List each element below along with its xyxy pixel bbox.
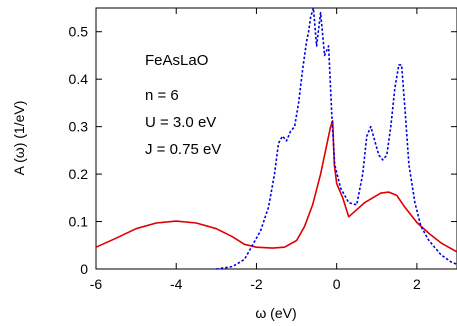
x-tick-label: -2	[250, 276, 263, 292]
y-tick-label: 0.5	[69, 24, 89, 40]
x-tick-label: -6	[90, 276, 103, 292]
y-tick-label: 0.2	[69, 166, 89, 182]
solid-series-line	[95, 120, 457, 253]
y-tick-label: 0.4	[69, 71, 89, 87]
y-axis-title: A (ω) (1/eV)	[11, 101, 27, 176]
annotation-filling: n = 6	[145, 87, 179, 104]
annotation-j: J = 0.75 eV	[145, 141, 221, 158]
y-tick-label: 0.3	[69, 119, 89, 135]
y-tick-label: 0.1	[69, 214, 89, 230]
annotation-u: U = 3.0 eV	[145, 114, 216, 131]
ticks-layer: -6 -4 -2 0 2 0 0.1 0.2 0.3 0.4 0.5	[69, 8, 457, 292]
annotation-block: FeAsLaO n = 6 U = 3.0 eV J = 0.75 eV	[145, 52, 221, 158]
x-tick-label: 0	[333, 276, 341, 292]
series-layer	[95, 7, 457, 270]
dotted-series-line	[216, 7, 457, 270]
x-tick-label: 2	[413, 276, 421, 292]
plot-frame	[95, 7, 457, 270]
x-axis-title: ω (eV)	[255, 305, 296, 321]
x-tick-label: -4	[170, 276, 183, 292]
y-tick-label: 0	[80, 261, 88, 277]
annotation-material: FeAsLaO	[145, 52, 208, 69]
